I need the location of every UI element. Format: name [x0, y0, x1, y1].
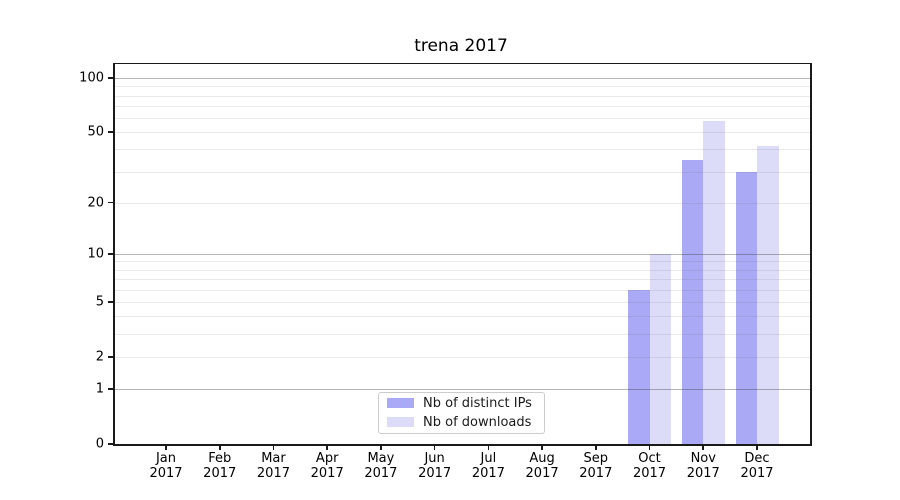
y-tick-mark — [107, 301, 113, 303]
legend-label: Nb of distinct IPs — [423, 395, 532, 411]
bar-downloads — [757, 145, 779, 444]
x-tick-label: Dec 2017 — [740, 451, 774, 481]
minor-gridline — [113, 269, 810, 271]
x-tick-label: Aug 2017 — [525, 451, 559, 481]
top-spine — [113, 62, 810, 65]
bar-distinct-ips — [735, 171, 757, 444]
y-tick-mark — [107, 253, 113, 255]
minor-gridline — [113, 105, 810, 107]
minor-gridline — [113, 171, 810, 173]
y-tick-mark — [107, 201, 113, 204]
right-spine — [810, 62, 812, 446]
x-tick-mark — [380, 444, 382, 450]
minor-gridline — [113, 95, 810, 97]
x-tick-mark — [595, 444, 597, 450]
x-tick-mark — [541, 444, 543, 450]
x-tick-label: May 2017 — [364, 451, 398, 481]
left-spine — [113, 62, 115, 446]
x-tick-mark — [433, 444, 436, 450]
y-tick-mark — [107, 388, 113, 390]
x-tick-mark — [487, 444, 490, 450]
y-tick-label: 2 — [95, 349, 104, 365]
bar-distinct-ips — [628, 289, 650, 444]
bottom-spine — [113, 444, 810, 446]
x-tick-label: Jan 2017 — [149, 451, 183, 481]
minor-gridline — [113, 202, 810, 204]
legend-swatch-icon — [387, 398, 414, 408]
x-tick-mark — [218, 444, 221, 450]
bar-distinct-ips — [681, 159, 704, 444]
y-tick-label: 1 — [95, 381, 104, 397]
x-tick-label: Jun 2017 — [418, 451, 452, 481]
x-tick-mark — [648, 444, 651, 450]
y-tick-mark — [107, 77, 113, 79]
major-gridline — [113, 389, 810, 391]
plot-area — [113, 63, 810, 444]
chart-title: trena 2017 — [414, 36, 508, 56]
legend-label: Nb of downloads — [423, 414, 532, 430]
minor-gridline — [113, 316, 810, 318]
minor-gridline — [113, 279, 810, 281]
y-tick-label: 20 — [87, 195, 104, 211]
x-tick-mark — [165, 444, 167, 450]
minor-gridline — [113, 86, 810, 88]
x-tick-mark — [326, 444, 328, 450]
x-tick-label: Oct 2017 — [632, 451, 667, 481]
bar-downloads — [649, 253, 672, 444]
minor-gridline — [113, 334, 810, 336]
x-tick-label: Feb 2017 — [203, 451, 237, 481]
y-tick-label: 0 — [95, 436, 104, 452]
y-tick-mark — [107, 356, 113, 358]
legend: Nb of distinct IPs Nb of downloads — [378, 391, 545, 434]
minor-gridline — [113, 289, 810, 291]
legend-row: Nb of downloads — [387, 415, 534, 430]
major-gridline — [113, 78, 810, 79]
minor-gridline — [113, 117, 810, 119]
minor-gridline — [113, 149, 810, 151]
minor-gridline — [113, 132, 810, 134]
y-tick-mark — [107, 443, 113, 445]
major-gridline — [113, 253, 810, 255]
y-tick-mark — [107, 131, 113, 134]
legend-swatch-icon — [387, 417, 414, 427]
y-tick-label: 5 — [95, 294, 104, 310]
x-tick-mark — [702, 444, 705, 450]
minor-gridline — [113, 356, 810, 358]
x-tick-mark — [756, 444, 758, 450]
minor-gridline — [113, 261, 810, 263]
x-tick-label: Sep 2017 — [579, 451, 613, 481]
x-tick-mark — [272, 444, 275, 450]
y-tick-label: 50 — [87, 124, 104, 140]
y-tick-label: 10 — [87, 246, 104, 262]
x-tick-label: Jul 2017 — [471, 451, 505, 481]
minor-gridline — [113, 301, 810, 303]
x-tick-label: Apr 2017 — [310, 451, 344, 481]
bar-downloads — [703, 120, 725, 444]
x-tick-label: Nov 2017 — [686, 451, 720, 481]
x-tick-label: Mar 2017 — [256, 451, 290, 481]
legend-row: Nb of distinct IPs — [387, 396, 534, 411]
y-tick-label: 100 — [79, 70, 104, 86]
